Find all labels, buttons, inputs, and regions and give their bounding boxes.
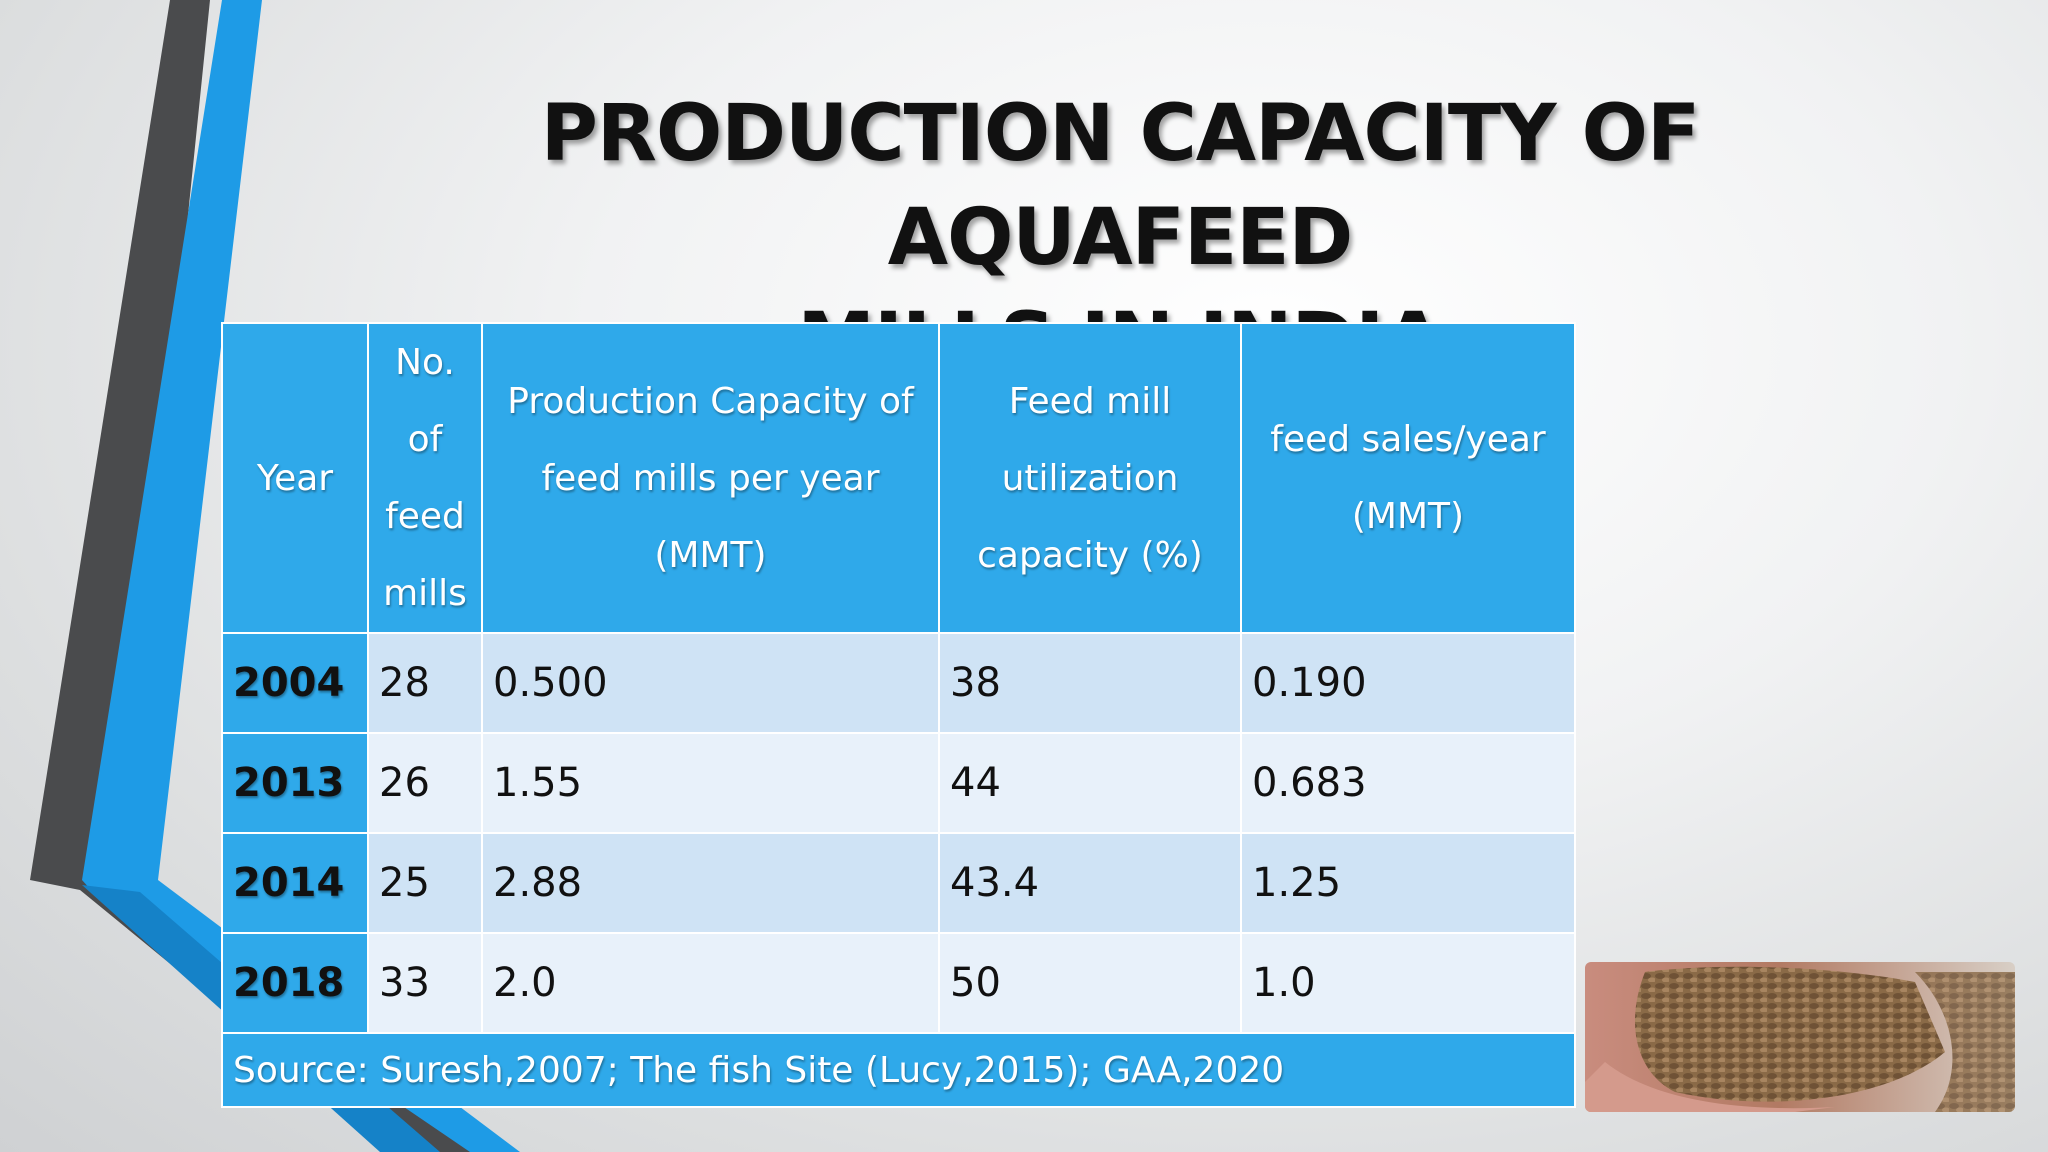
- cell-feed-mills: 33: [367, 932, 483, 1034]
- cell-year: 2014: [221, 832, 369, 934]
- header-feed-mills: No. of feed mills: [367, 322, 483, 634]
- table-row: 2013 26 1.55 44 0.683: [221, 732, 1576, 834]
- table-row: 2018 33 2.0 50 1.0: [221, 932, 1576, 1034]
- cell-feed-mills: 25: [367, 832, 483, 934]
- cell-production-capacity: 0.500: [481, 632, 940, 734]
- slide-title: PRODUCTION CAPACITY OF AQUAFEED MILLS IN…: [540, 89, 1701, 387]
- cell-year: 2004: [221, 632, 369, 734]
- feed-pellets-in-hand-icon: [1585, 962, 2015, 1112]
- cell-utilization: 44: [938, 732, 1242, 834]
- cell-production-capacity: 2.0: [481, 932, 940, 1034]
- header-production-capacity: Production Capacity of feed mills per ye…: [481, 322, 940, 634]
- cell-year: 2013: [221, 732, 369, 834]
- cell-utilization: 43.4: [938, 832, 1242, 934]
- cell-feed-sales: 0.683: [1240, 732, 1576, 834]
- feed-pellets-photo: [1585, 962, 2015, 1112]
- table-row: 2004 28 0.500 38 0.190: [221, 632, 1576, 734]
- cell-production-capacity: 1.55: [481, 732, 940, 834]
- cell-production-capacity: 2.88: [481, 832, 940, 934]
- cell-utilization: 50: [938, 932, 1242, 1034]
- cell-feed-sales: 0.190: [1240, 632, 1576, 734]
- header-year: Year: [221, 322, 369, 634]
- table-header-row: Year No. of feed mills Production Capaci…: [221, 322, 1576, 634]
- cell-feed-mills: 28: [367, 632, 483, 734]
- header-utilization: Feed mill utilization capacity (%): [938, 322, 1242, 634]
- cell-feed-sales: 1.25: [1240, 832, 1576, 934]
- header-feed-sales: feed sales/year (MMT): [1240, 322, 1576, 634]
- cell-year: 2018: [221, 932, 369, 1034]
- table-row: 2014 25 2.88 43.4 1.25: [221, 832, 1576, 934]
- cell-feed-mills: 26: [367, 732, 483, 834]
- cell-utilization: 38: [938, 632, 1242, 734]
- source-note: Source: Suresh,2007; The fish Site (Lucy…: [221, 1032, 1576, 1108]
- source-row: Source: Suresh,2007; The fish Site (Lucy…: [221, 1032, 1576, 1108]
- cell-feed-sales: 1.0: [1240, 932, 1576, 1034]
- feed-mill-table: Year No. of feed mills Production Capaci…: [221, 322, 1576, 1108]
